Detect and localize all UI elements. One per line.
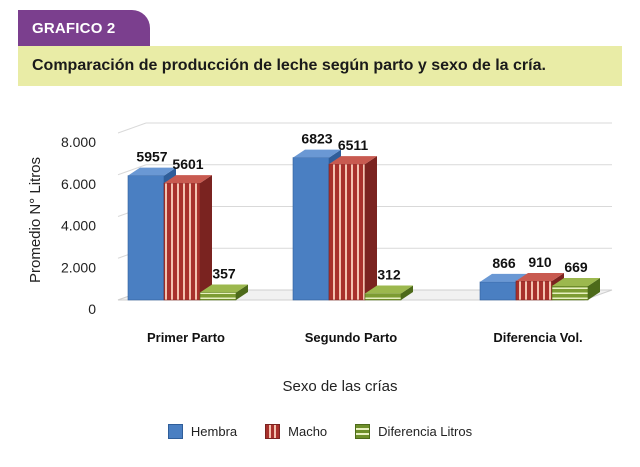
bar-hembra-1	[292, 157, 330, 301]
hembra-swatch-icon	[167, 424, 183, 439]
figure-tag: GRAFICO 2	[18, 10, 150, 46]
x-category-label: Diferencia Vol.	[493, 330, 582, 345]
bar-side-macho-0	[200, 175, 212, 300]
macho-swatch-icon	[265, 424, 281, 439]
data-label-macho-1: 6511	[338, 137, 369, 153]
bar-macho-2	[515, 280, 553, 301]
data-label-diferencia-litros-1: 312	[377, 266, 401, 282]
data-label-hembra-1: 6823	[301, 131, 332, 147]
bar-macho-0	[163, 182, 201, 301]
data-label-diferencia-litros-2: 669	[564, 259, 588, 275]
diferencia-swatch-icon	[355, 424, 371, 439]
data-label-hembra-2: 866	[492, 255, 516, 271]
chart-legend: Hembra Macho Diferencia Litros	[0, 424, 640, 439]
bar-top-hembra-2	[480, 273, 528, 282]
bar-top-hembra-1	[293, 149, 341, 158]
data-label-hembra-0: 5957	[136, 149, 167, 165]
y-tick-label: 0	[88, 301, 96, 317]
bar-diferencia-litros-1	[364, 293, 402, 301]
bar-side-diferencia-litros-1	[401, 285, 413, 300]
legend-item-diferencia: Diferencia Litros	[355, 424, 472, 439]
legend-label-macho: Macho	[288, 424, 328, 439]
bar-hembra-2	[479, 281, 517, 301]
bar-top-macho-0	[164, 175, 212, 184]
data-label-macho-2: 910	[528, 254, 552, 270]
bar-side-macho-1	[365, 156, 377, 300]
bar-side-diferencia-litros-0	[236, 284, 248, 300]
y-tick-label: 4.000	[61, 218, 96, 234]
chart-title-bar: Comparación de producción de leche según…	[18, 46, 622, 86]
gridline-depth-3	[117, 164, 147, 176]
x-category-label: Segundo Parto	[305, 330, 398, 345]
bar-macho-1	[328, 163, 366, 301]
y-tick-label: 2.000	[61, 259, 96, 275]
bar-top-macho-1	[329, 156, 377, 165]
legend-item-macho: Macho	[265, 424, 327, 439]
bar-chart: 0 2.000 4.000 6.000 8.000 Promedio N° Litros 5…	[27, 122, 613, 395]
bar-top-macho-2	[516, 273, 564, 282]
bar-side-diferencia-litros-2	[588, 278, 600, 300]
bar-top-diferencia-litros-1	[365, 285, 413, 294]
y-tick-label: 8.000	[61, 134, 96, 150]
bar-diferencia-litros-0	[199, 292, 237, 301]
bar-top-diferencia-litros-0	[200, 284, 248, 293]
data-label-macho-0: 5601	[172, 156, 203, 172]
gridline-depth-4	[117, 122, 147, 134]
bar-top-diferencia-litros-2	[552, 278, 600, 287]
legend-item-hembra: Hembra	[167, 424, 238, 439]
legend-label-diferencia: Diferencia Litros	[378, 424, 473, 439]
bar-top-hembra-0	[128, 167, 176, 176]
y-axis-label: Promedio N° Litros	[27, 157, 44, 283]
chart-title: Comparación de producción de leche según…	[32, 57, 546, 74]
x-category-label: Primer Parto	[147, 330, 225, 345]
data-label-diferencia-litros-0: 357	[212, 266, 236, 282]
bar-hembra-0	[127, 175, 165, 301]
legend-label-hembra: Hembra	[190, 424, 238, 439]
bar-diferencia-litros-2	[551, 285, 589, 301]
y-tick-label: 6.000	[61, 176, 96, 192]
x-axis-label: Sexo de las crías	[282, 378, 397, 395]
